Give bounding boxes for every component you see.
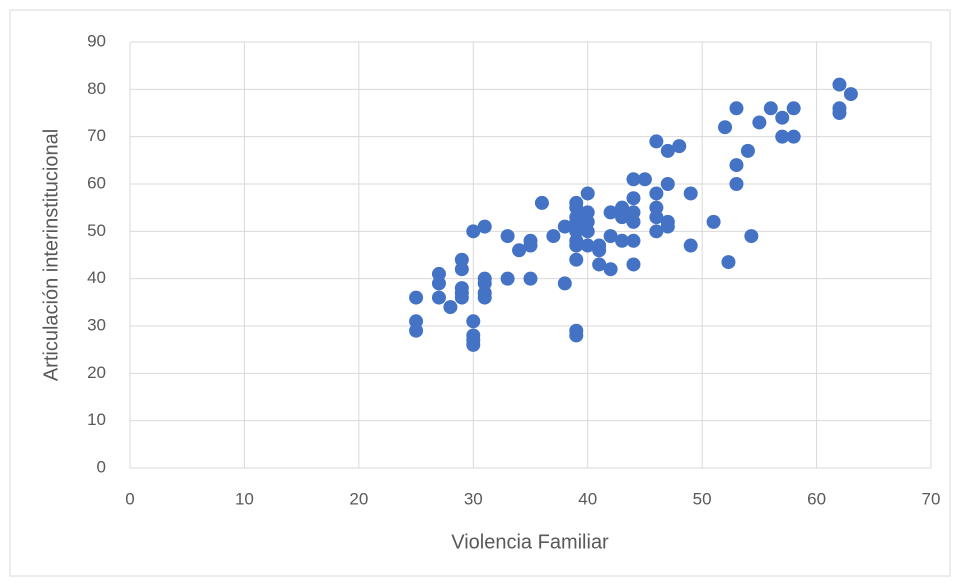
point (546, 229, 561, 244)
point (557, 276, 572, 291)
point (752, 115, 767, 130)
point (615, 233, 630, 248)
point (431, 290, 446, 305)
point (660, 219, 675, 234)
point (477, 219, 492, 234)
point (649, 210, 664, 225)
x-tick-label: 20 (349, 489, 368, 508)
point (443, 300, 458, 315)
point (637, 172, 652, 187)
point (580, 186, 595, 201)
y-tick-label: 80 (87, 79, 106, 98)
point (500, 229, 515, 244)
point (775, 110, 790, 125)
x-tick-label: 50 (693, 489, 712, 508)
point (603, 262, 618, 277)
point (569, 238, 584, 253)
point (626, 257, 641, 272)
point (729, 101, 744, 116)
point (557, 219, 572, 234)
point (534, 195, 549, 210)
point (523, 238, 538, 253)
point (626, 214, 641, 229)
point (786, 101, 801, 116)
point (740, 143, 755, 158)
point (626, 233, 641, 248)
point (649, 134, 664, 149)
point (843, 87, 858, 102)
x-tick-label: 10 (235, 489, 254, 508)
x-tick-label: 70 (922, 489, 941, 508)
point (744, 229, 759, 244)
point (763, 101, 778, 116)
point (660, 177, 675, 191)
point (775, 129, 790, 144)
point (786, 129, 801, 144)
point (832, 106, 847, 120)
point (466, 314, 481, 329)
y-tick-label: 10 (87, 410, 106, 429)
y-tick-label: 0 (97, 457, 106, 476)
point (592, 243, 607, 258)
x-tick-label: 30 (464, 489, 483, 508)
point (615, 210, 630, 225)
y-tick-label: 50 (87, 221, 106, 240)
point (409, 323, 424, 338)
point (649, 186, 664, 201)
point (672, 139, 687, 154)
point (466, 224, 481, 239)
point (718, 120, 733, 135)
y-tick-label: 30 (87, 315, 106, 334)
point (729, 177, 744, 191)
point (626, 191, 641, 206)
point (626, 172, 641, 187)
point (580, 238, 595, 253)
point (500, 271, 515, 286)
y-axis-label: Articulación interinstitucional (40, 129, 62, 381)
point (649, 224, 664, 239)
x-tick-label: 40 (578, 489, 597, 508)
point (603, 229, 618, 244)
point (523, 271, 538, 286)
point (592, 257, 607, 272)
point (729, 158, 744, 173)
point (721, 255, 736, 270)
x-axis-label: Violencia Familiar (451, 531, 609, 553)
point (603, 205, 618, 220)
y-tick-label: 40 (87, 268, 106, 287)
y-tick-label: 90 (87, 31, 106, 50)
point (569, 252, 584, 267)
point (683, 238, 698, 253)
point (580, 224, 595, 239)
point (512, 243, 527, 258)
point (454, 290, 469, 305)
point (832, 77, 847, 92)
point (409, 290, 424, 305)
y-tick-label: 20 (87, 363, 106, 382)
point (683, 186, 698, 201)
point (454, 262, 469, 277)
point (706, 214, 721, 229)
y-tick-label: 70 (87, 126, 106, 145)
y-tick-label: 60 (87, 173, 106, 192)
point (660, 143, 675, 158)
point (466, 337, 481, 352)
point (431, 276, 446, 291)
point (477, 290, 492, 305)
x-tick-label: 0 (125, 489, 134, 508)
x-tick-label: 60 (807, 489, 826, 508)
point (569, 328, 584, 343)
